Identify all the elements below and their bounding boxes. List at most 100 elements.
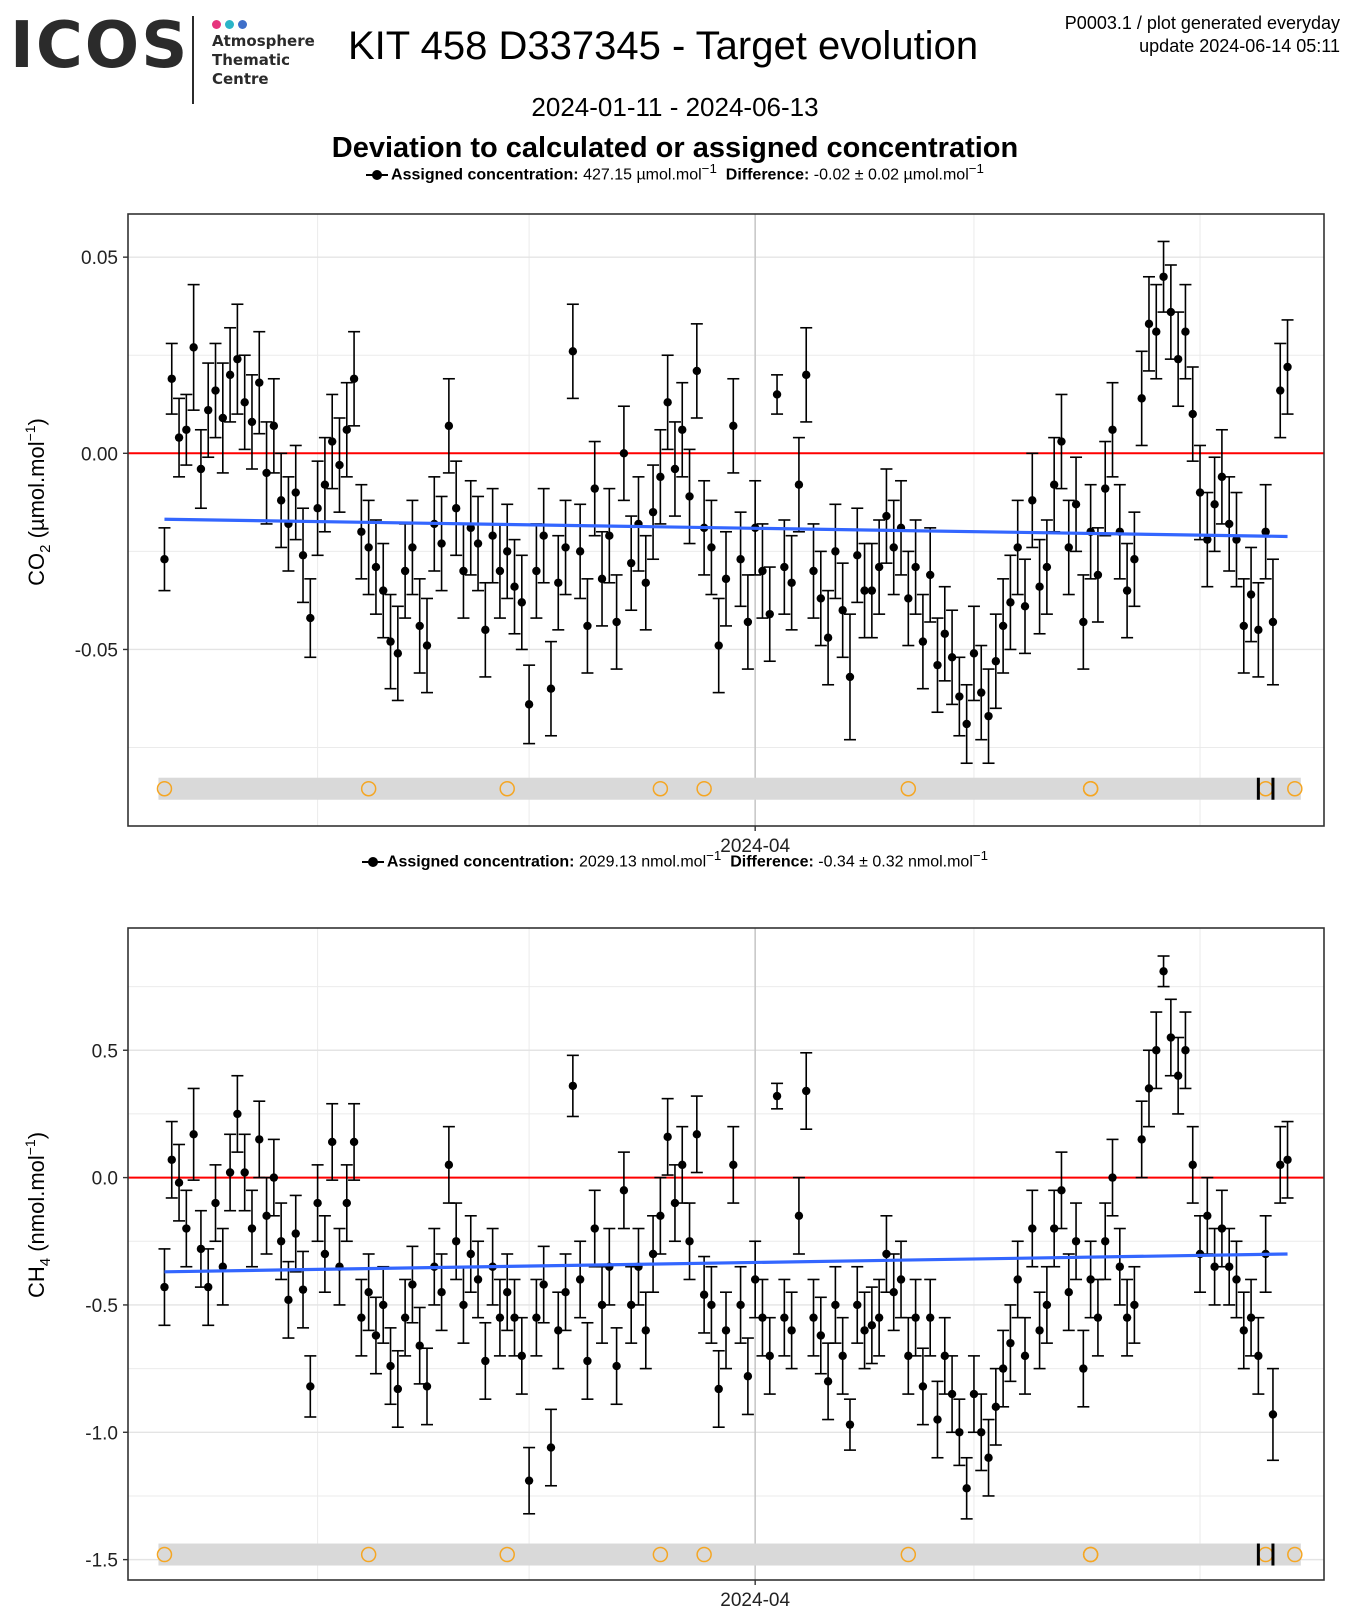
co2-data-point <box>196 464 206 474</box>
co2-data-point <box>306 613 315 623</box>
co2-data-point <box>1203 535 1212 544</box>
co2-data-point <box>714 641 723 650</box>
ch4-data-point <box>736 1300 745 1310</box>
ch4-data-point <box>918 1382 928 1391</box>
ch4-data-point <box>451 1237 461 1246</box>
co2-data-point <box>568 347 578 356</box>
co2-ylabel-main: CO <box>24 553 49 586</box>
co2-data-point <box>947 653 957 662</box>
co2-data-point <box>1276 386 1285 395</box>
co2-data-point <box>1042 562 1052 572</box>
ch4-data-point <box>276 1237 286 1246</box>
ch4-trend-line <box>164 1252 1288 1274</box>
co2-data-point <box>605 531 614 540</box>
co2-data-point <box>524 700 534 709</box>
ch4-data-point <box>575 1275 585 1284</box>
ch4-data-point <box>262 1211 271 1220</box>
co2-panel: -0.05 0.00 0.05 2024-04 <box>75 213 1325 857</box>
co2-data-point <box>488 531 497 540</box>
co2-flag-circle <box>1082 780 1099 797</box>
ch4-data-point <box>554 1326 563 1335</box>
co2-data-point <box>874 562 884 572</box>
ch4-data-point <box>1276 1160 1285 1170</box>
ch4-x-tick-label: 2024-04 <box>720 1590 790 1611</box>
co2-data-point <box>1159 272 1168 281</box>
ch4-data-point <box>925 1313 935 1322</box>
co2-y-axis-label: CO2 (µmol.mol−1) <box>22 418 54 586</box>
ch4-data-point <box>422 1382 432 1391</box>
co2-data-point <box>867 586 877 595</box>
ch4-data-point <box>896 1275 906 1284</box>
ch4-data-point <box>1057 1186 1066 1195</box>
ch4-data-point <box>699 1290 709 1299</box>
co2-data-point <box>473 539 483 548</box>
ch4-data-point <box>240 1168 249 1177</box>
ch4-ylabel-exp: −1 <box>22 1139 38 1155</box>
plot-meta: P0003.1 / plot generated everyday update… <box>1065 12 1340 58</box>
ch4-data-point <box>765 1351 774 1361</box>
co2-ylabel-exp: −1 <box>22 425 38 441</box>
ch4-data-point <box>408 1280 417 1289</box>
ch4-data-point <box>1254 1351 1263 1361</box>
ch4-data-point <box>1020 1351 1030 1361</box>
page-title: KIT 458 D337345 - Target evolution <box>348 24 979 68</box>
ch4-data-point <box>853 1300 862 1310</box>
co2-flag-mark <box>1271 777 1275 800</box>
co2-data-point <box>1064 543 1073 552</box>
co2-data-point <box>561 543 570 552</box>
co2-data-point <box>335 460 344 470</box>
co2-data-point <box>904 594 913 603</box>
ch4-data-point <box>1071 1237 1081 1246</box>
co2-data-point <box>1188 409 1197 419</box>
ch4-data-point <box>247 1224 257 1233</box>
ch4-data-point <box>663 1132 672 1142</box>
ch4-data-point <box>1152 1046 1161 1055</box>
co2-data-point <box>291 488 300 497</box>
co2-data-point <box>1210 500 1219 509</box>
ch4-data-point <box>816 1331 826 1340</box>
co2-flag-band <box>158 777 1301 800</box>
co2-data-point <box>1283 362 1292 372</box>
ch4-y-tick-label: -1.5 <box>85 1551 118 1572</box>
ch4-data-point <box>874 1313 884 1322</box>
co2-data-point <box>707 543 716 552</box>
ch4-data-point <box>481 1356 490 1366</box>
ch4-data-point <box>940 1351 949 1361</box>
co2-data-point <box>845 672 855 682</box>
ch4-data-point <box>503 1288 512 1297</box>
ch4-data-point <box>546 1443 556 1452</box>
co2-data-point <box>218 413 228 423</box>
ch4-data-point <box>1203 1211 1212 1220</box>
co2-data-point <box>247 417 257 427</box>
co2-data-point <box>503 547 512 556</box>
co2-data-point <box>962 719 971 729</box>
co2-data-point <box>1013 543 1022 552</box>
ch4-flag-circle <box>900 1546 917 1563</box>
ch4-data-point <box>714 1384 723 1394</box>
ch4-flag-circle <box>652 1546 669 1563</box>
co2-data-point <box>532 566 541 576</box>
co2-data-point <box>583 621 592 631</box>
ch4-ylabel-close: ) <box>24 1132 49 1139</box>
ch4-data-point <box>1013 1275 1022 1284</box>
ch4-data-point <box>1217 1224 1227 1233</box>
ch4-data-point <box>1122 1313 1132 1322</box>
logo-wordmark: ICOS <box>10 9 190 83</box>
ch4-data-point <box>1049 1224 1059 1233</box>
ch4-data-point <box>1006 1338 1015 1348</box>
co2-data-point <box>269 421 279 431</box>
co2-data-point <box>933 660 942 670</box>
ch4-data-point <box>1137 1135 1146 1144</box>
co2-data-point <box>160 555 169 564</box>
ch4-data-point <box>1239 1326 1248 1335</box>
co2-data-point <box>379 586 388 595</box>
co2-data-point <box>663 398 672 407</box>
co2-data-point <box>1268 617 1278 627</box>
co2-flag-circle <box>900 780 917 797</box>
co2-data-point <box>656 472 665 482</box>
co2-diff-label: Difference: <box>725 166 810 184</box>
co2-data-point <box>998 621 1008 631</box>
co2-data-point <box>648 507 658 517</box>
co2-data-point <box>451 504 461 513</box>
co2-assigned-value: 427.15 µmol.mol <box>583 166 702 184</box>
